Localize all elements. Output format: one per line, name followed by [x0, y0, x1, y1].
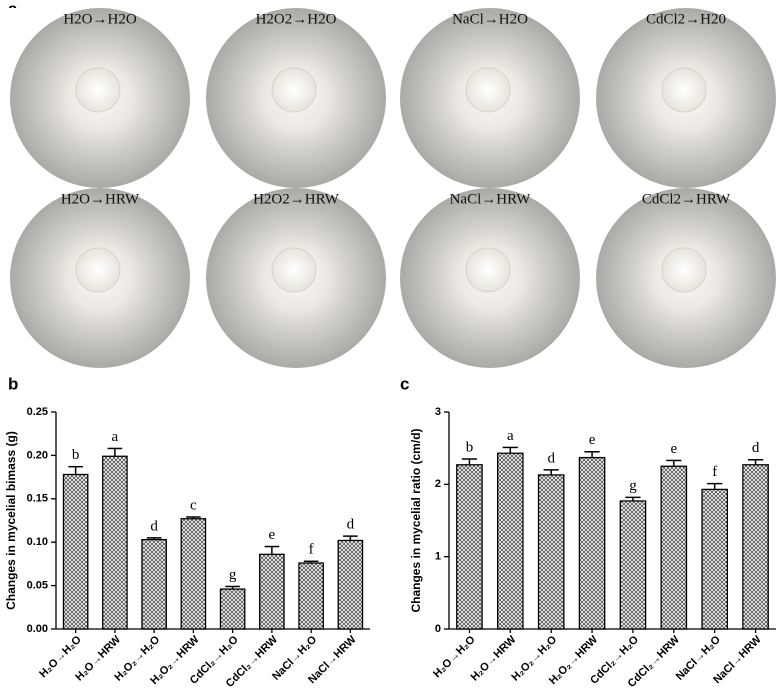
bar: [701, 488, 729, 630]
significance-letter: e: [589, 432, 596, 448]
photo-label: CdCl2→H20: [646, 11, 726, 27]
bar: [337, 539, 364, 630]
y-axis-label: Changes in mycelial bimass (g): [4, 431, 18, 610]
bar: [619, 500, 647, 630]
significance-letter: c: [190, 497, 197, 513]
y-tick-label: 0.25: [27, 406, 48, 418]
significance-letter: a: [507, 428, 514, 444]
mycelium-plug: [75, 67, 121, 113]
significance-letter: f: [712, 464, 717, 480]
panel-label: c: [400, 374, 409, 393]
bar: [219, 588, 246, 630]
y-tick-label: 0.10: [27, 536, 48, 548]
photo-label: H2O2→H2O: [256, 11, 337, 27]
y-tick-label: 0.15: [27, 493, 48, 505]
bar: [180, 518, 207, 630]
bar: [141, 538, 167, 630]
photo-label: H2O→H2O: [63, 11, 136, 27]
bar: [742, 464, 769, 630]
significance-letter: d: [347, 517, 355, 533]
bar: [259, 553, 285, 630]
bar: [102, 455, 128, 630]
photo-label: H2O2→HRW: [253, 191, 340, 207]
bar: [298, 562, 324, 630]
photo-label: CdCl2→HRW: [642, 191, 731, 207]
significance-letter: b: [72, 447, 80, 463]
bar: [660, 465, 688, 630]
mycelium-plug: [661, 247, 707, 293]
significance-letter: f: [309, 542, 314, 558]
panel-label: b: [8, 374, 18, 393]
y-tick-label: 2: [435, 478, 441, 490]
bar: [456, 464, 483, 630]
mycelium-plug: [465, 67, 511, 113]
significance-letter: b: [466, 439, 474, 455]
significance-letter: d: [150, 518, 158, 534]
y-tick-label: 3: [435, 406, 441, 418]
significance-letter: g: [229, 567, 237, 583]
significance-letter: a: [112, 429, 119, 445]
bar: [578, 456, 606, 630]
bar: [537, 474, 565, 630]
mycelium-plug: [661, 67, 707, 113]
significance-letter: d: [752, 440, 760, 456]
significance-letter: g: [629, 478, 637, 494]
y-axis-label: Changes in mycelial ratio (cm/d): [409, 428, 423, 612]
significance-letter: e: [670, 441, 677, 457]
y-tick-label: 0: [435, 623, 441, 635]
y-tick-label: 0.05: [27, 580, 48, 592]
mycelium-plug: [271, 247, 317, 293]
photo-label: H2O→HRW: [61, 191, 140, 207]
mycelium-plug: [75, 247, 121, 293]
y-tick-label: 1: [435, 551, 441, 563]
y-tick-label: 0.20: [27, 449, 48, 461]
mycelium-plug: [465, 247, 511, 293]
mycelium-plug: [271, 67, 317, 113]
y-tick-label: 0.00: [27, 623, 48, 635]
bar: [496, 452, 524, 630]
bar: [62, 473, 89, 630]
photo-label: NaCl→HRW: [450, 191, 532, 207]
photo-label: NaCl→H2O: [452, 11, 528, 27]
significance-letter: e: [269, 527, 276, 543]
significance-letter: d: [547, 450, 555, 466]
